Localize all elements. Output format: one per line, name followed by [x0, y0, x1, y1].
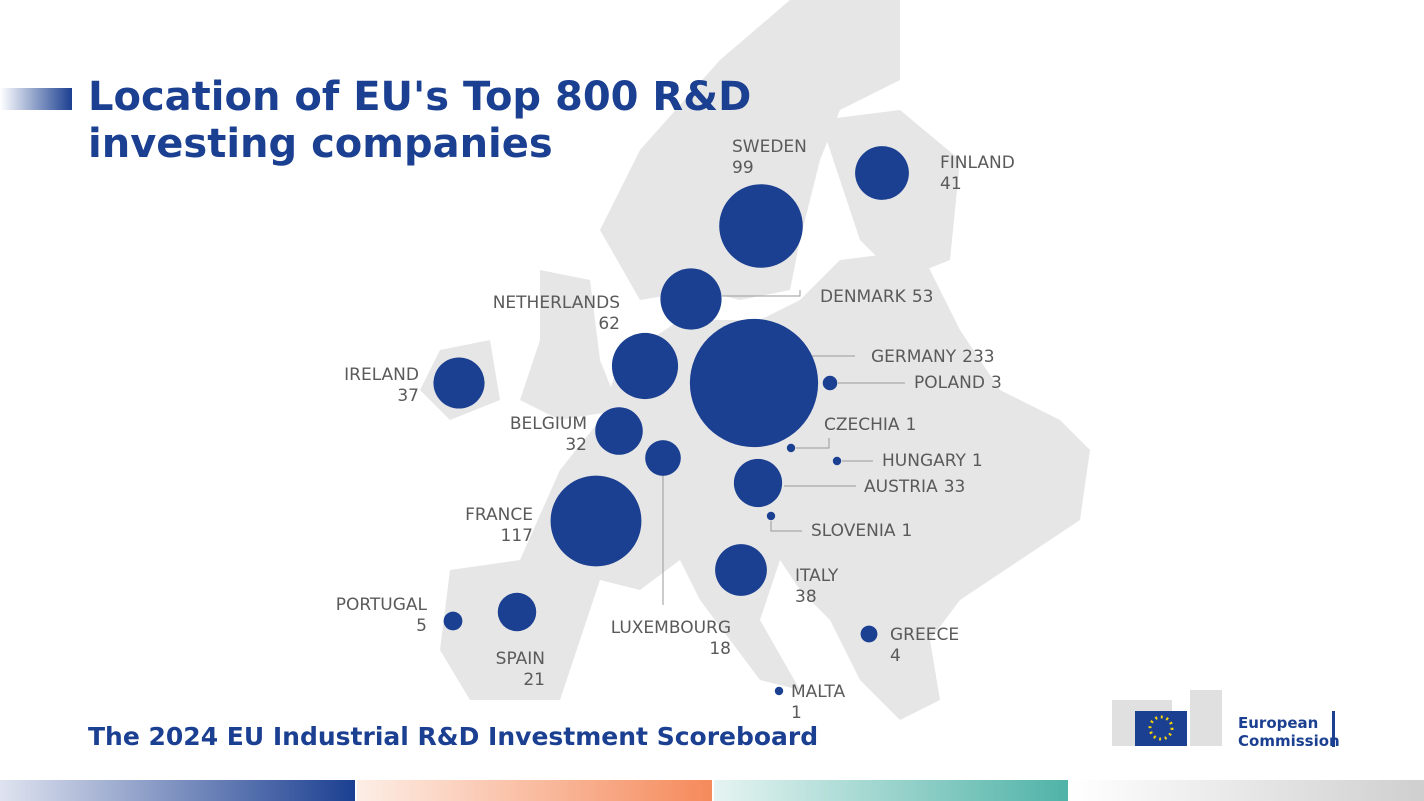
country-name: GERMANY	[871, 347, 957, 367]
bubble	[855, 146, 909, 200]
country-name: BELGIUM	[510, 414, 587, 434]
bubble	[689, 318, 819, 448]
bubble	[860, 625, 878, 643]
footer: The 2024 EU Industrial R&D Investment Sc…	[88, 722, 818, 751]
title-accent	[0, 88, 72, 110]
country-value: 62	[598, 314, 620, 334]
country-name: FINLAND	[940, 153, 1015, 173]
bubble	[660, 268, 722, 330]
country-value: 53	[912, 287, 934, 307]
country-value: 33	[944, 477, 966, 497]
country-name: AUSTRIA	[864, 477, 938, 497]
country-name: ITALY	[795, 566, 839, 586]
bubble	[715, 544, 767, 596]
bubble	[832, 456, 842, 466]
country-value: 32	[565, 435, 587, 455]
bubble	[443, 611, 463, 631]
country-value: 1	[906, 415, 917, 435]
country-name: GREECE	[890, 625, 959, 645]
bottom-strip	[0, 780, 1424, 801]
title: investing companies	[88, 121, 553, 167]
ec-logo: European Commission	[1112, 690, 1340, 750]
country-value: 99	[732, 158, 754, 178]
country-value: 41	[940, 174, 962, 194]
leader-line	[770, 521, 802, 532]
country-name: SLOVENIA	[811, 521, 896, 541]
title: Location of EU's Top 800 R&D	[88, 74, 751, 120]
bubble	[822, 375, 838, 391]
leader-line	[796, 438, 830, 449]
bubble	[611, 332, 679, 400]
logo-text: Commission	[1238, 732, 1340, 750]
bubble	[433, 357, 485, 409]
bubble	[719, 184, 803, 268]
country-value: 18	[709, 639, 731, 659]
country-value: 1	[901, 521, 912, 541]
bubble	[595, 407, 643, 455]
bubble	[733, 458, 783, 508]
country-value: 38	[795, 587, 817, 607]
country-name: MALTA	[791, 682, 845, 702]
logo-text: European	[1238, 714, 1318, 732]
country-name: FRANCE	[465, 505, 533, 525]
country-value: 4	[890, 646, 901, 666]
country-value: 3	[991, 373, 1002, 393]
country-value: 5	[416, 616, 427, 636]
country-name: SPAIN	[496, 649, 545, 669]
country-name: CZECHIA	[824, 415, 900, 435]
country-value: 1	[972, 451, 983, 471]
country-value: 233	[962, 347, 994, 367]
country-name: POLAND	[914, 373, 985, 393]
bubble	[550, 475, 642, 567]
country-name: IRELAND	[344, 365, 419, 385]
country-name: PORTUGAL	[336, 595, 428, 615]
bubble	[645, 440, 681, 476]
country-name: LUXEMBOURG	[611, 618, 731, 638]
bubble	[786, 443, 796, 453]
country-value: 1	[791, 703, 802, 723]
country-name: SWEDEN	[732, 137, 807, 157]
country-value: 117	[501, 526, 533, 546]
bubble	[774, 686, 784, 696]
country-name: DENMARK	[820, 287, 907, 307]
country-name: NETHERLANDS	[493, 293, 620, 313]
country-name: HUNGARY	[882, 451, 966, 471]
bubble	[497, 592, 537, 632]
bubble	[766, 511, 776, 521]
country-value: 37	[397, 386, 419, 406]
country-value: 21	[523, 670, 545, 690]
leader-line	[722, 290, 801, 297]
